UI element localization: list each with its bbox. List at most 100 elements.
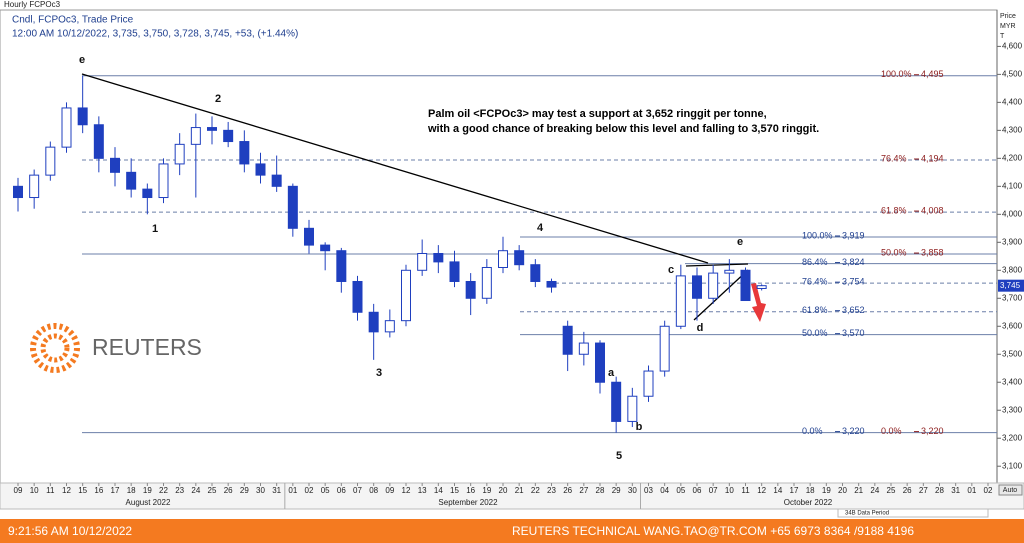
candle-body <box>659 325 670 372</box>
x-tick-label: 21 <box>854 486 863 495</box>
candle-body <box>158 163 169 199</box>
x-tick-label: 19 <box>482 486 491 495</box>
x-tick-label: 17 <box>111 486 120 495</box>
candle-body <box>384 320 395 333</box>
candle-body <box>417 252 428 271</box>
x-tick-label: 14 <box>773 486 782 495</box>
fib-pct: 61.8% <box>881 205 907 215</box>
x-tick-label: 23 <box>547 486 556 495</box>
x-tick-label: 24 <box>191 486 200 495</box>
candle-body <box>126 171 137 190</box>
x-tick-label: 30 <box>628 486 637 495</box>
y-tick-label: 4,200 <box>1002 153 1023 162</box>
logo-mark <box>30 323 80 373</box>
fib-value: 3,824 <box>842 257 865 267</box>
y-tick-label: 3,900 <box>1002 237 1023 246</box>
fib-value: 4,194 <box>921 153 944 163</box>
down-arrow <box>751 283 766 322</box>
wave-label: e <box>79 54 85 66</box>
wave-label: 4 <box>537 222 544 234</box>
wave-label: b <box>636 421 643 433</box>
footer-time: 9:21:56 AM 10/12/2022 <box>8 524 132 538</box>
x-tick-label: 09 <box>385 486 394 495</box>
logo: REUTERS <box>26 312 202 381</box>
candle-body <box>142 188 153 199</box>
x-tick-label: 05 <box>321 486 330 495</box>
y-tick-label: 3,400 <box>1002 377 1023 386</box>
x-tick-label: 12 <box>757 486 766 495</box>
x-tick-label: 20 <box>499 486 508 495</box>
candle-body <box>611 381 622 422</box>
x-tick-label: 06 <box>337 486 346 495</box>
triangle-line <box>693 269 749 321</box>
fib-value: 3,919 <box>842 230 865 240</box>
y-tick-label: 3,100 <box>1002 461 1023 470</box>
x-tick-label: 26 <box>903 486 912 495</box>
triangle-line <box>685 263 749 267</box>
x-tick-label: 11 <box>46 486 55 495</box>
x-tick-label: 04 <box>660 486 669 495</box>
x-tick-label: 11 <box>741 486 750 495</box>
candle-body <box>13 185 23 199</box>
candle-body <box>207 127 217 131</box>
candle-body <box>465 280 476 299</box>
x-tick-label: 21 <box>515 486 524 495</box>
x-tick-label: 27 <box>919 486 928 495</box>
y-tick-label: 4,600 <box>1002 41 1023 50</box>
x-axis-band <box>0 482 1024 510</box>
x-tick-label: 16 <box>466 486 475 495</box>
x-tick-label: 28 <box>935 486 944 495</box>
y-tick-label: 4,400 <box>1002 97 1023 106</box>
x-tick-label: 14 <box>434 486 443 495</box>
candle-body <box>643 370 654 397</box>
fib-value: 3,220 <box>921 426 944 436</box>
candle-body <box>449 261 460 282</box>
fib-pct: 50.0% <box>881 247 907 257</box>
auto-button-label[interactable]: Auto <box>1003 487 1018 494</box>
y-tick-label: 3,200 <box>1002 433 1023 442</box>
y-tick-label: 4,300 <box>1002 125 1023 134</box>
month-label: August 2022 <box>126 498 171 507</box>
fib-pct: 50.0% <box>802 328 828 338</box>
candle-body <box>498 250 508 268</box>
logo-text: REUTERS <box>92 334 202 360</box>
wave-label: 2 <box>215 93 221 105</box>
auto-button[interactable] <box>998 484 1023 496</box>
candle-body <box>352 280 363 313</box>
footer-bar <box>0 519 1024 543</box>
fib-value: 3,754 <box>842 277 865 287</box>
candle-body <box>562 325 573 355</box>
candle-body <box>401 269 411 322</box>
y-axis-label: T <box>1000 33 1005 40</box>
candle-body <box>627 395 638 422</box>
fib-value: 3,220 <box>842 426 865 436</box>
x-tick-label: 05 <box>676 486 685 495</box>
candle-body <box>756 285 767 289</box>
x-tick-label: 20 <box>838 486 847 495</box>
x-tick-label: 10 <box>30 486 39 495</box>
candle-body <box>708 272 719 299</box>
fib-value: 4,008 <box>921 205 944 215</box>
annotation: Palm oil <FCPOc3> may test a support at … <box>428 108 767 120</box>
candle-body <box>174 143 185 165</box>
x-tick-label: 18 <box>806 486 815 495</box>
y-tick-label: 3,300 <box>1002 405 1023 414</box>
candle-body <box>29 174 40 199</box>
y-tick-label: 3,600 <box>1002 321 1023 330</box>
candle-body <box>255 163 266 176</box>
x-tick-label: 09 <box>14 486 23 495</box>
fib-value: 4,495 <box>921 69 944 79</box>
candle-body <box>692 275 702 299</box>
candle-body <box>481 266 492 299</box>
candle-body <box>578 342 589 355</box>
x-tick-label: 06 <box>693 486 702 495</box>
x-tick-label: 28 <box>596 486 605 495</box>
x-tick-label: 01 <box>288 486 297 495</box>
candle-body <box>320 244 331 252</box>
x-tick-label: 19 <box>143 486 152 495</box>
candle-body <box>433 252 444 263</box>
candle-body <box>239 141 250 165</box>
info: 12:00 AM 10/12/2022, 3,735, 3,750, 3,728… <box>12 29 298 40</box>
wave-label: 5 <box>616 450 622 462</box>
fib-pct: 76.4% <box>881 153 907 163</box>
